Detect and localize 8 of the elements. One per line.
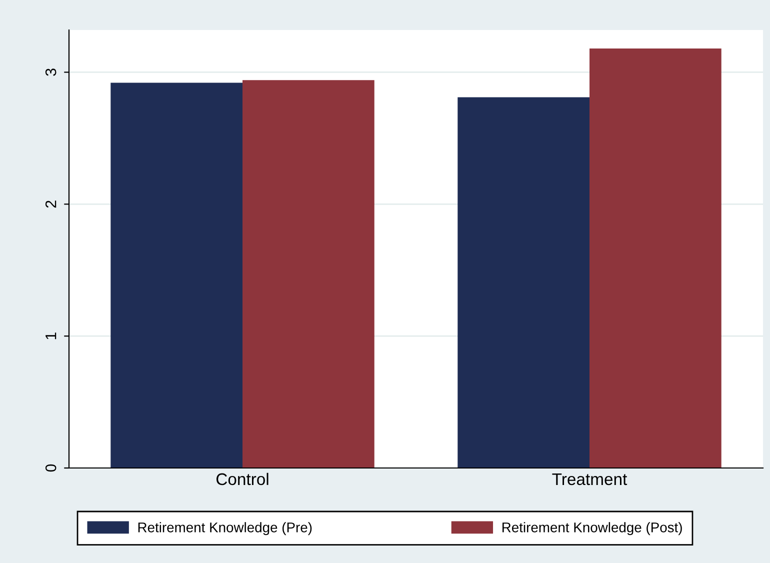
legend-label: Retirement Knowledge (Pre): [138, 522, 312, 536]
y-tick-label: 0: [45, 464, 56, 472]
y-tick-label: 2: [45, 200, 56, 208]
x-tick-label: Control: [216, 472, 268, 486]
x-tick-label: Treatment: [552, 473, 628, 486]
legend-label: Retirement Knowledge (Post): [502, 522, 682, 536]
y-tick-label: 1: [46, 332, 56, 340]
y-tick-label: 3: [45, 68, 56, 76]
